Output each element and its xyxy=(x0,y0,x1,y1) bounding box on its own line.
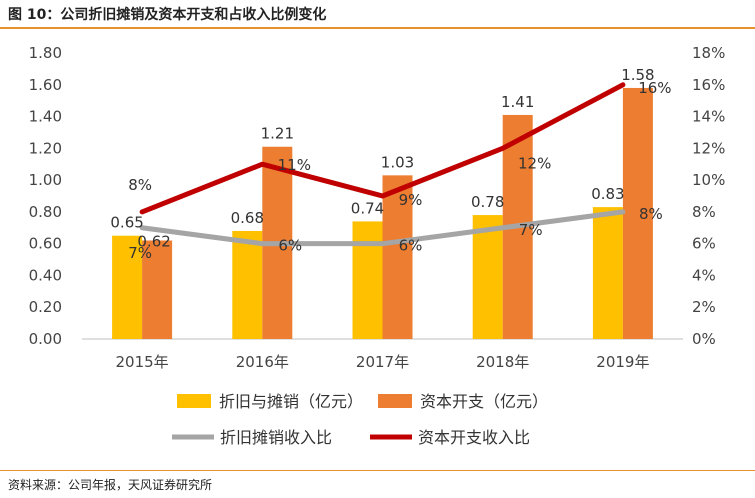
x-tick-label: 2015年 xyxy=(116,353,169,371)
label-capex-ratio: 8% xyxy=(128,176,152,194)
source-note: 资料来源：公司年报，天风证券研究所 xyxy=(8,478,213,492)
y-left-tick-label: 0.40 xyxy=(29,266,62,284)
chart: 0.00 0.20 0.40 0.60 0.80 1.00 1.20 1.40 1.60 1.80… xyxy=(29,44,726,447)
legend-swatch xyxy=(378,394,412,408)
label-depreciation-ratio: 8% xyxy=(639,205,663,223)
source-rule xyxy=(0,470,755,471)
label-capex-ratio: 12% xyxy=(518,154,551,172)
y-left-tick-label: 0.60 xyxy=(29,235,62,253)
y-left-tick-label: 0.20 xyxy=(29,298,62,316)
y-left-tick-label: 1.20 xyxy=(29,139,62,157)
x-tick-label: 2016年 xyxy=(236,353,289,371)
label-capex: 0.62 xyxy=(137,232,170,250)
label-depreciation-ratio: 7% xyxy=(128,244,152,262)
y-left-tick-label: 0.80 xyxy=(29,203,62,221)
label-depreciation-ratio: 7% xyxy=(519,221,543,239)
label-capex: 1.58 xyxy=(621,66,654,84)
y-left-tick-label: 0.00 xyxy=(29,330,62,348)
bar-depreciation xyxy=(112,235,143,339)
y-right-tick-label: 2% xyxy=(692,298,716,316)
y-left-tick-label: 1.60 xyxy=(29,76,62,94)
bar-depreciation xyxy=(472,215,503,339)
x-tick-label: 2019年 xyxy=(596,353,649,371)
legend-label: 资本开支（亿元） xyxy=(420,392,548,411)
y-right-tick-label: 4% xyxy=(692,266,716,284)
x-tick-label: 2018年 xyxy=(476,353,529,371)
legend-swatch xyxy=(177,394,211,408)
y-right-tick-label: 14% xyxy=(692,108,725,126)
legend-label: 资本开支收入比 xyxy=(418,428,530,447)
bar-depreciation xyxy=(232,230,263,339)
chart-legend: 折旧与摊销（亿元） 资本开支（亿元） 折旧摊销收入比 资本开支收入比 xyxy=(172,392,548,447)
bar-capex xyxy=(382,175,413,339)
y-right-tick-label: 6% xyxy=(692,235,716,253)
line-depreciation-ratio xyxy=(139,209,626,247)
label-capex: 1.03 xyxy=(381,153,414,171)
label-capex-ratio: 16% xyxy=(638,79,671,97)
bar-depreciation xyxy=(592,207,623,339)
y-right-tick-label: 10% xyxy=(692,171,725,189)
y-left-tick-label: 1.40 xyxy=(29,108,62,126)
bar-depreciation xyxy=(352,221,383,339)
label-depreciation-ratio: 6% xyxy=(399,237,423,255)
label-capex-ratio: 11% xyxy=(278,156,311,174)
label-depreciation: 0.68 xyxy=(231,209,264,227)
y-left-tick-label: 1.80 xyxy=(29,44,62,62)
label-depreciation: 0.74 xyxy=(351,199,384,217)
label-capex: 1.41 xyxy=(501,93,534,111)
y-right-tick-label: 0% xyxy=(692,330,716,348)
line-capex-ratio xyxy=(139,82,626,215)
title-rule xyxy=(0,27,755,29)
bar-capex xyxy=(622,87,653,339)
y-right-tick-label: 16% xyxy=(692,76,725,94)
chart-lines xyxy=(139,82,626,247)
y-right-tick-label: 8% xyxy=(692,203,716,221)
chart-data-labels: 0.65 0.68 0.74 0.78 0.83 0.62 1.21 1.03 1.41 1.58… xyxy=(110,66,671,262)
y-left-tick-label: 1.00 xyxy=(29,171,62,189)
label-capex: 1.21 xyxy=(261,125,294,143)
label-depreciation: 0.65 xyxy=(110,214,143,232)
label-depreciation: 0.83 xyxy=(591,185,624,203)
legend-label: 折旧与摊销（亿元） xyxy=(219,392,363,411)
bar-capex xyxy=(142,240,173,339)
y-right-tick-label: 12% xyxy=(692,139,725,157)
x-tick-label: 2017年 xyxy=(356,353,409,371)
label-depreciation-ratio: 6% xyxy=(278,237,302,255)
label-depreciation: 0.78 xyxy=(471,193,504,211)
y-right-tick-label: 18% xyxy=(692,44,725,62)
label-capex-ratio: 9% xyxy=(399,191,423,209)
figure-title: 图 10：公司折旧摊销及资本开支和占收入比例变化 xyxy=(8,7,327,23)
legend-label: 折旧摊销收入比 xyxy=(220,428,332,447)
chart-axes: 0.00 0.20 0.40 0.60 0.80 1.00 1.20 1.40 1.60 1.80… xyxy=(29,44,726,371)
